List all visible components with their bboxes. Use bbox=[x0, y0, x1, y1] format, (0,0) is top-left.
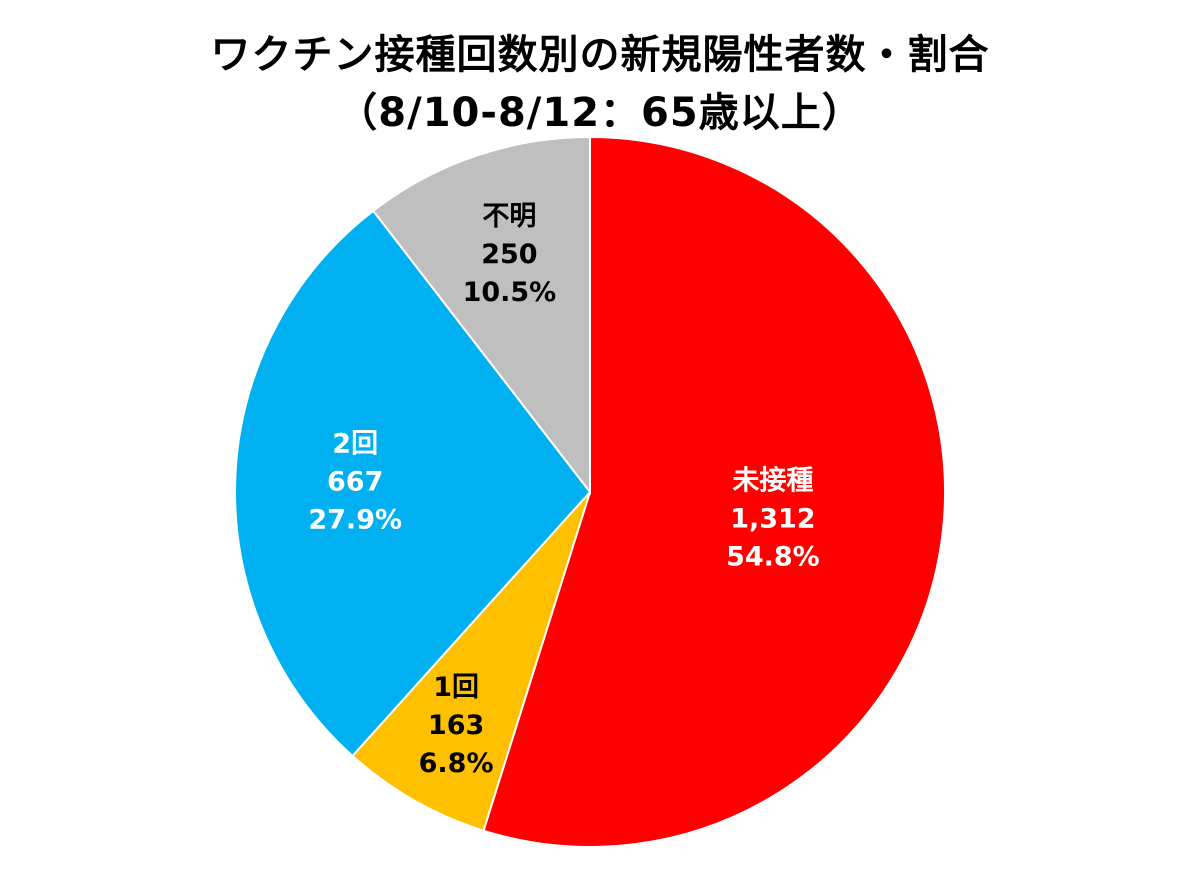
pie-slice bbox=[351, 491, 591, 832]
slice-count-label: 667 bbox=[327, 467, 383, 498]
slice-percent-label: 10.5% bbox=[463, 277, 557, 308]
slice-count-label: 163 bbox=[428, 710, 484, 741]
slice-name-label: 2回 bbox=[332, 429, 378, 460]
chart-subtitle: （8/10-8/12：65歳以上） bbox=[337, 90, 863, 136]
pie-slice bbox=[371, 135, 591, 495]
chart-title: ワクチン接種回数別の新規陽性者数・割合 bbox=[210, 32, 990, 78]
slice-percent-label: 6.8% bbox=[419, 748, 494, 779]
slice-count-label: 1,312 bbox=[730, 504, 815, 535]
slice-percent-label: 27.9% bbox=[308, 505, 402, 536]
slice-count-label: 250 bbox=[481, 239, 537, 270]
slice-percent-label: 54.8% bbox=[726, 542, 820, 573]
slice-name-label: 未接種 bbox=[732, 466, 813, 497]
pie-slice bbox=[233, 209, 592, 758]
slice-name-label: 不明 bbox=[482, 201, 536, 232]
pie-slice bbox=[482, 135, 946, 848]
slice-name-label: 1回 bbox=[433, 672, 479, 703]
